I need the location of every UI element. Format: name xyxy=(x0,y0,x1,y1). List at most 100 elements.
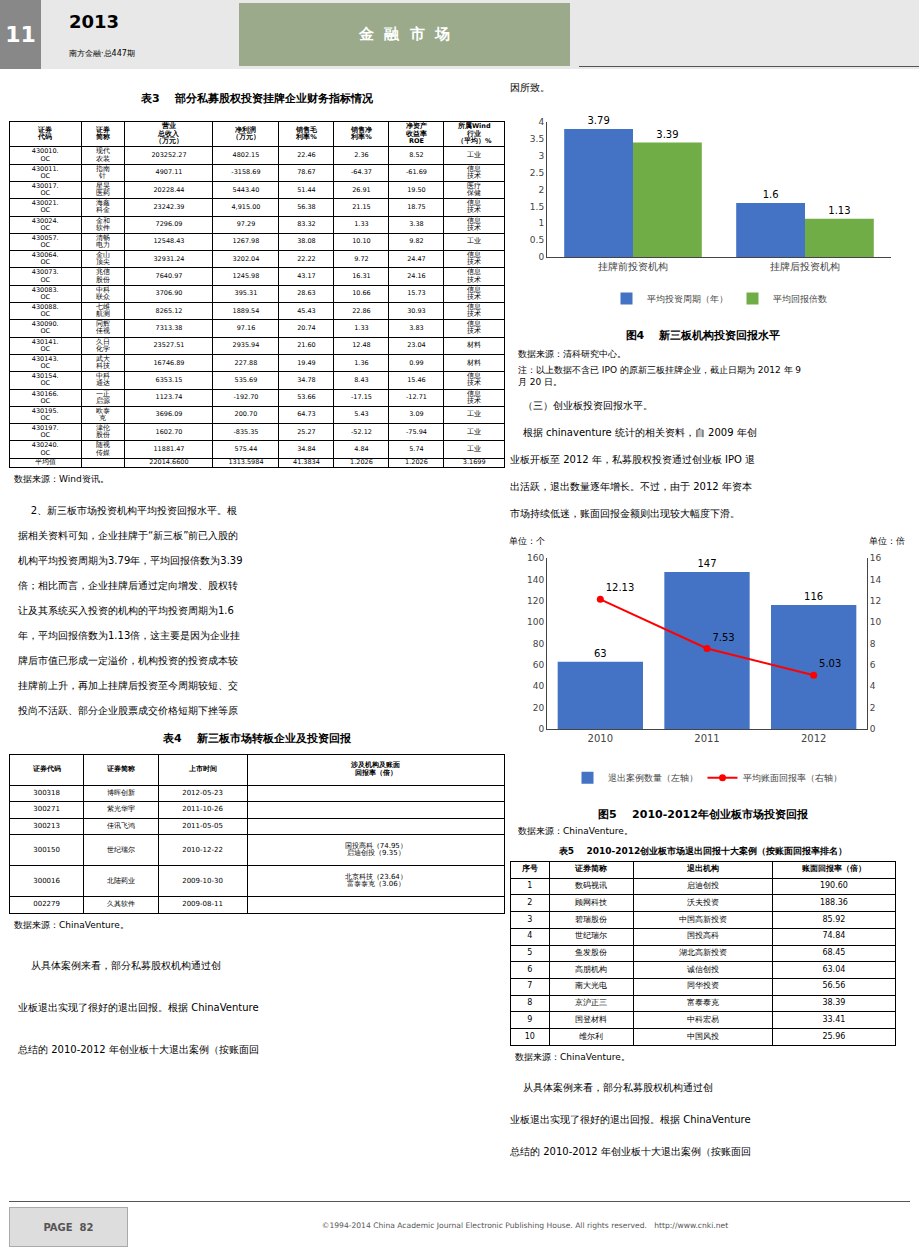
html-text:星昊 医药: 星昊 医药 xyxy=(96,182,110,198)
html-text:430240. OC: 430240. OC xyxy=(31,441,59,457)
html-text:涉及机构及账面 回报率（倍）: 涉及机构及账面 回报率（倍） xyxy=(351,761,401,777)
svg-text:80: 80 xyxy=(533,639,545,649)
svg-text:3.79: 3.79 xyxy=(587,115,609,126)
svg-text:60: 60 xyxy=(533,660,545,670)
svg-text:147: 147 xyxy=(697,558,716,569)
html-text:国投高科（74.95） 启迪创投（9.35）: 国投高科（74.95） 启迪创投（9.35） xyxy=(344,841,407,858)
html-text:金 融 市 场: 金 融 市 场 xyxy=(358,25,451,43)
svg-text:5.03: 5.03 xyxy=(819,658,841,669)
html-text:430057. OC: 430057. OC xyxy=(31,233,59,249)
html-text:430154. OC: 430154. OC xyxy=(31,372,59,388)
html-text:营业 总收入 （万元）: 营业 总收入 （万元） xyxy=(155,122,183,145)
svg-text:116: 116 xyxy=(804,591,823,602)
html-text:金山 顶尖: 金山 顶尖 xyxy=(96,251,110,267)
svg-text:2012: 2012 xyxy=(801,733,826,744)
html-text:430073. OC: 430073. OC xyxy=(31,268,59,284)
svg-text:4: 4 xyxy=(538,117,544,127)
svg-text:2010: 2010 xyxy=(588,733,613,744)
svg-text:63: 63 xyxy=(594,648,607,659)
svg-text:12: 12 xyxy=(870,596,881,606)
html-text:证券 简称: 证券 简称 xyxy=(96,126,110,142)
html-text:2013: 2013 xyxy=(69,11,120,32)
svg-text:挂牌前投资机构: 挂牌前投资机构 xyxy=(598,261,668,272)
html-text:表3 部分私募股权投资挂牌企业财务指标情况: 表3 部分私募股权投资挂牌企业财务指标情况 xyxy=(141,91,373,105)
html-text:清畅 电力: 清畅 电力 xyxy=(96,233,110,249)
svg-text:单位：个: 单位：个 xyxy=(509,536,545,546)
html-text:所属Wind 行业 （平均）%: 所属Wind 行业 （平均）% xyxy=(457,122,492,145)
html-text:北京科技（23.64） 富泰泰克（3.06）: 北京科技（23.64） 富泰泰克（3.06） xyxy=(344,872,407,889)
svg-text:0: 0 xyxy=(538,252,544,262)
html-text:11: 11 xyxy=(5,22,36,47)
html-text:信息 技术: 信息 技术 xyxy=(467,164,482,180)
svg-text:平均账面回报率（右轴）: 平均账面回报率（右轴） xyxy=(743,773,842,783)
svg-text:3.39: 3.39 xyxy=(656,129,678,140)
html-text:430083. OC: 430083. OC xyxy=(31,285,59,301)
html-text:证券 代码: 证券 代码 xyxy=(38,126,53,142)
svg-text:12.13: 12.13 xyxy=(606,582,635,593)
html-text:信息 技术: 信息 技术 xyxy=(467,389,482,405)
html-text:金和 软件: 金和 软件 xyxy=(96,216,110,232)
html-text:销售毛 利率%: 销售毛 利率% xyxy=(296,126,317,142)
html-text:现代 农装: 现代 农装 xyxy=(96,147,110,163)
html-text:信息 技术: 信息 技术 xyxy=(467,268,482,284)
svg-text:平均投资周期（年）: 平均投资周期（年） xyxy=(647,294,728,304)
svg-text:1.5: 1.5 xyxy=(530,202,544,212)
svg-text:3: 3 xyxy=(538,151,544,161)
svg-text:4: 4 xyxy=(870,681,876,691)
html-text:注：以上数据不含已 IPO 的原新三板挂牌企业，截止日期为: 注：以上数据不含已 IPO 的原新三板挂牌企业，截止日期为 2012 年 9 月… xyxy=(518,365,802,387)
html-text:信息 技术: 信息 技术 xyxy=(467,303,482,319)
html-text:指南 针: 指南 针 xyxy=(96,164,110,180)
svg-text:100: 100 xyxy=(527,617,544,627)
html-text:430010. OC: 430010. OC xyxy=(31,147,59,163)
html-text:信息 技术: 信息 技术 xyxy=(467,285,482,301)
svg-text:挂牌后投资机构: 挂牌后投资机构 xyxy=(770,261,840,272)
svg-text:14: 14 xyxy=(870,575,882,585)
html-text:430011. OC: 430011. OC xyxy=(31,164,59,180)
html-text:430141. OC: 430141. OC xyxy=(31,337,59,353)
svg-text:1.13: 1.13 xyxy=(828,205,850,216)
svg-text:1.6: 1.6 xyxy=(763,189,779,200)
html-text:430017. OC: 430017. OC xyxy=(31,182,59,198)
html-text:430166. OC: 430166. OC xyxy=(31,389,59,405)
svg-text:1: 1 xyxy=(538,218,544,228)
html-text:信息 技术: 信息 技术 xyxy=(467,216,482,232)
svg-text:120: 120 xyxy=(527,596,544,606)
html-text:430021. OC: 430021. OC xyxy=(31,199,59,215)
svg-text:6: 6 xyxy=(870,660,876,670)
html-text:430197. OC: 430197. OC xyxy=(31,424,59,440)
html-text:信息 技术: 信息 技术 xyxy=(467,199,482,215)
html-text:430195. OC: 430195. OC xyxy=(31,406,59,422)
html-text:海鑫 科金: 海鑫 科金 xyxy=(96,199,110,215)
svg-text:平均回报倍数: 平均回报倍数 xyxy=(773,294,827,304)
svg-text:40: 40 xyxy=(533,681,545,691)
html-text:430143. OC: 430143. OC xyxy=(31,354,59,371)
html-text:430024. OC: 430024. OC xyxy=(31,216,59,232)
svg-text:7.53: 7.53 xyxy=(712,632,734,643)
html-text:净资产 收益率 ROE: 净资产 收益率 ROE xyxy=(406,122,427,145)
html-text:医疗 保健: 医疗 保健 xyxy=(467,182,482,198)
svg-text:0: 0 xyxy=(870,724,876,734)
svg-text:2011: 2011 xyxy=(694,733,719,744)
svg-text:8: 8 xyxy=(870,639,876,649)
html-text:销售净 利率%: 销售净 利率% xyxy=(351,126,372,142)
svg-text:2: 2 xyxy=(870,703,876,713)
html-text:信息 技术: 信息 技术 xyxy=(467,320,482,336)
html-text:430088. OC: 430088. OC xyxy=(31,303,59,319)
html-text:净利润 （万元）: 净利润 （万元） xyxy=(232,126,260,142)
svg-text:160: 160 xyxy=(527,553,544,563)
svg-text:2: 2 xyxy=(538,185,544,195)
html-text:信息 技术: 信息 技术 xyxy=(467,251,482,267)
svg-text:140: 140 xyxy=(527,575,544,585)
svg-text:16: 16 xyxy=(870,553,882,563)
svg-text:2.5: 2.5 xyxy=(530,168,544,178)
svg-text:单位：倍: 单位：倍 xyxy=(869,536,905,546)
svg-text:3.5: 3.5 xyxy=(530,134,544,144)
svg-text:20: 20 xyxy=(533,703,545,713)
svg-text:0.5: 0.5 xyxy=(530,235,544,245)
svg-text:退出案例数量（左轴）: 退出案例数量（左轴） xyxy=(608,773,698,783)
html-text:430064. OC: 430064. OC xyxy=(31,251,59,267)
html-text:430090. OC: 430090. OC xyxy=(31,320,59,336)
html-text:信息 技术: 信息 技术 xyxy=(467,372,482,388)
svg-text:10: 10 xyxy=(870,617,882,627)
svg-text:0: 0 xyxy=(538,724,544,734)
